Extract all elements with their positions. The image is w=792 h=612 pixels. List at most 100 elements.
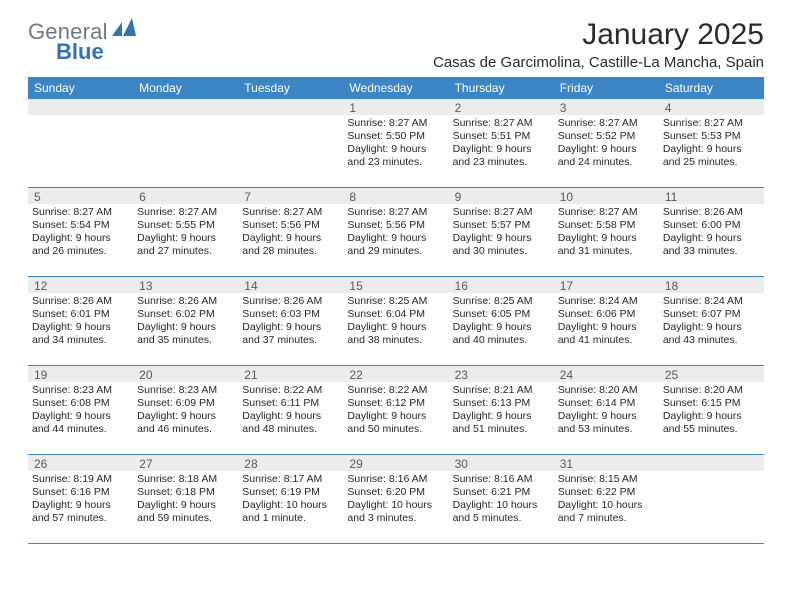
day-cell: 8Sunrise: 8:27 AMSunset: 5:56 PMDaylight…	[343, 188, 448, 276]
day-cell: 12Sunrise: 8:26 AMSunset: 6:01 PMDayligh…	[28, 277, 133, 365]
daylight-line-2: and 1 minute.	[242, 512, 339, 525]
daylight-line-1: Daylight: 9 hours	[137, 499, 234, 512]
day-body: Sunrise: 8:27 AMSunset: 5:56 PMDaylight:…	[343, 204, 448, 259]
day-cell: 28Sunrise: 8:17 AMSunset: 6:19 PMDayligh…	[238, 455, 343, 543]
day-cell: 20Sunrise: 8:23 AMSunset: 6:09 PMDayligh…	[133, 366, 238, 454]
day-cell: 27Sunrise: 8:18 AMSunset: 6:18 PMDayligh…	[133, 455, 238, 543]
sunset-line: Sunset: 5:57 PM	[453, 219, 550, 232]
day-cell: 16Sunrise: 8:25 AMSunset: 6:05 PMDayligh…	[449, 277, 554, 365]
day-cell: 13Sunrise: 8:26 AMSunset: 6:02 PMDayligh…	[133, 277, 238, 365]
day-body: Sunrise: 8:23 AMSunset: 6:09 PMDaylight:…	[133, 382, 238, 437]
sunrise-line: Sunrise: 8:22 AM	[347, 384, 444, 397]
day-number: 17	[554, 277, 659, 293]
daylight-line-2: and 57 minutes.	[32, 512, 129, 525]
day-cell: 11Sunrise: 8:26 AMSunset: 6:00 PMDayligh…	[659, 188, 764, 276]
day-body	[238, 115, 343, 117]
daylight-line-2: and 33 minutes.	[663, 245, 760, 258]
sunrise-line: Sunrise: 8:21 AM	[453, 384, 550, 397]
sunset-line: Sunset: 6:11 PM	[242, 397, 339, 410]
day-number: 16	[449, 277, 554, 293]
day-cell: 15Sunrise: 8:25 AMSunset: 6:04 PMDayligh…	[343, 277, 448, 365]
daylight-line-1: Daylight: 9 hours	[663, 143, 760, 156]
day-body: Sunrise: 8:27 AMSunset: 5:57 PMDaylight:…	[449, 204, 554, 259]
day-body: Sunrise: 8:27 AMSunset: 5:51 PMDaylight:…	[449, 115, 554, 170]
day-body	[659, 471, 764, 473]
sunrise-line: Sunrise: 8:27 AM	[32, 206, 129, 219]
day-body: Sunrise: 8:27 AMSunset: 5:52 PMDaylight:…	[554, 115, 659, 170]
sunrise-line: Sunrise: 8:17 AM	[242, 473, 339, 486]
day-number: 3	[554, 99, 659, 115]
day-cell	[238, 99, 343, 187]
day-number: 19	[28, 366, 133, 382]
sunrise-line: Sunrise: 8:26 AM	[32, 295, 129, 308]
daylight-line-1: Daylight: 10 hours	[242, 499, 339, 512]
daylight-line-1: Daylight: 9 hours	[558, 410, 655, 423]
day-number: 11	[659, 188, 764, 204]
day-number: 26	[28, 455, 133, 471]
day-number	[133, 99, 238, 115]
day-body: Sunrise: 8:17 AMSunset: 6:19 PMDaylight:…	[238, 471, 343, 526]
daylight-line-2: and 48 minutes.	[242, 423, 339, 436]
dow-wednesday: Wednesday	[343, 77, 448, 99]
day-body: Sunrise: 8:26 AMSunset: 6:01 PMDaylight:…	[28, 293, 133, 348]
sunrise-line: Sunrise: 8:27 AM	[453, 117, 550, 130]
day-cell: 4Sunrise: 8:27 AMSunset: 5:53 PMDaylight…	[659, 99, 764, 187]
day-number: 18	[659, 277, 764, 293]
day-number: 4	[659, 99, 764, 115]
sunrise-line: Sunrise: 8:27 AM	[137, 206, 234, 219]
sunset-line: Sunset: 5:53 PM	[663, 130, 760, 143]
day-body: Sunrise: 8:22 AMSunset: 6:11 PMDaylight:…	[238, 382, 343, 437]
day-body: Sunrise: 8:26 AMSunset: 6:03 PMDaylight:…	[238, 293, 343, 348]
sunset-line: Sunset: 6:14 PM	[558, 397, 655, 410]
day-cell: 30Sunrise: 8:16 AMSunset: 6:21 PMDayligh…	[449, 455, 554, 543]
sunrise-line: Sunrise: 8:20 AM	[558, 384, 655, 397]
day-number: 9	[449, 188, 554, 204]
day-body: Sunrise: 8:26 AMSunset: 6:02 PMDaylight:…	[133, 293, 238, 348]
day-body	[28, 115, 133, 117]
day-number: 13	[133, 277, 238, 293]
daylight-line-1: Daylight: 9 hours	[558, 232, 655, 245]
day-number: 15	[343, 277, 448, 293]
calendar-grid: Sunday Monday Tuesday Wednesday Thursday…	[28, 77, 764, 544]
sunset-line: Sunset: 6:02 PM	[137, 308, 234, 321]
brand-mark-icon	[112, 18, 138, 43]
day-body: Sunrise: 8:26 AMSunset: 6:00 PMDaylight:…	[659, 204, 764, 259]
daylight-line-2: and 7 minutes.	[558, 512, 655, 525]
day-number: 10	[554, 188, 659, 204]
calendar-page: General Blue January 2025 Casas de Garci…	[0, 0, 792, 612]
week-row: 26Sunrise: 8:19 AMSunset: 6:16 PMDayligh…	[28, 454, 764, 543]
daylight-line-1: Daylight: 9 hours	[347, 410, 444, 423]
day-number: 21	[238, 366, 343, 382]
daylight-line-2: and 24 minutes.	[558, 156, 655, 169]
sunset-line: Sunset: 6:07 PM	[663, 308, 760, 321]
week-row: 12Sunrise: 8:26 AMSunset: 6:01 PMDayligh…	[28, 276, 764, 365]
daylight-line-1: Daylight: 9 hours	[558, 321, 655, 334]
sunset-line: Sunset: 5:54 PM	[32, 219, 129, 232]
day-cell: 1Sunrise: 8:27 AMSunset: 5:50 PMDaylight…	[343, 99, 448, 187]
day-cell: 22Sunrise: 8:22 AMSunset: 6:12 PMDayligh…	[343, 366, 448, 454]
sunrise-line: Sunrise: 8:26 AM	[137, 295, 234, 308]
sunrise-line: Sunrise: 8:25 AM	[453, 295, 550, 308]
day-body: Sunrise: 8:24 AMSunset: 6:07 PMDaylight:…	[659, 293, 764, 348]
sunrise-line: Sunrise: 8:27 AM	[558, 206, 655, 219]
day-body: Sunrise: 8:19 AMSunset: 6:16 PMDaylight:…	[28, 471, 133, 526]
dow-monday: Monday	[133, 77, 238, 99]
daylight-line-1: Daylight: 9 hours	[32, 321, 129, 334]
sunset-line: Sunset: 5:56 PM	[242, 219, 339, 232]
day-cell: 2Sunrise: 8:27 AMSunset: 5:51 PMDaylight…	[449, 99, 554, 187]
sunrise-line: Sunrise: 8:27 AM	[347, 117, 444, 130]
day-number: 23	[449, 366, 554, 382]
daylight-line-2: and 26 minutes.	[32, 245, 129, 258]
day-number: 25	[659, 366, 764, 382]
daylight-line-1: Daylight: 9 hours	[453, 143, 550, 156]
header-row: General Blue January 2025 Casas de Garci…	[28, 18, 764, 77]
daylight-line-2: and 34 minutes.	[32, 334, 129, 347]
sunrise-line: Sunrise: 8:24 AM	[663, 295, 760, 308]
daylight-line-2: and 23 minutes.	[453, 156, 550, 169]
sunset-line: Sunset: 6:13 PM	[453, 397, 550, 410]
day-number: 14	[238, 277, 343, 293]
daylight-line-2: and 43 minutes.	[663, 334, 760, 347]
sunrise-line: Sunrise: 8:15 AM	[558, 473, 655, 486]
day-body: Sunrise: 8:20 AMSunset: 6:15 PMDaylight:…	[659, 382, 764, 437]
day-cell: 10Sunrise: 8:27 AMSunset: 5:58 PMDayligh…	[554, 188, 659, 276]
